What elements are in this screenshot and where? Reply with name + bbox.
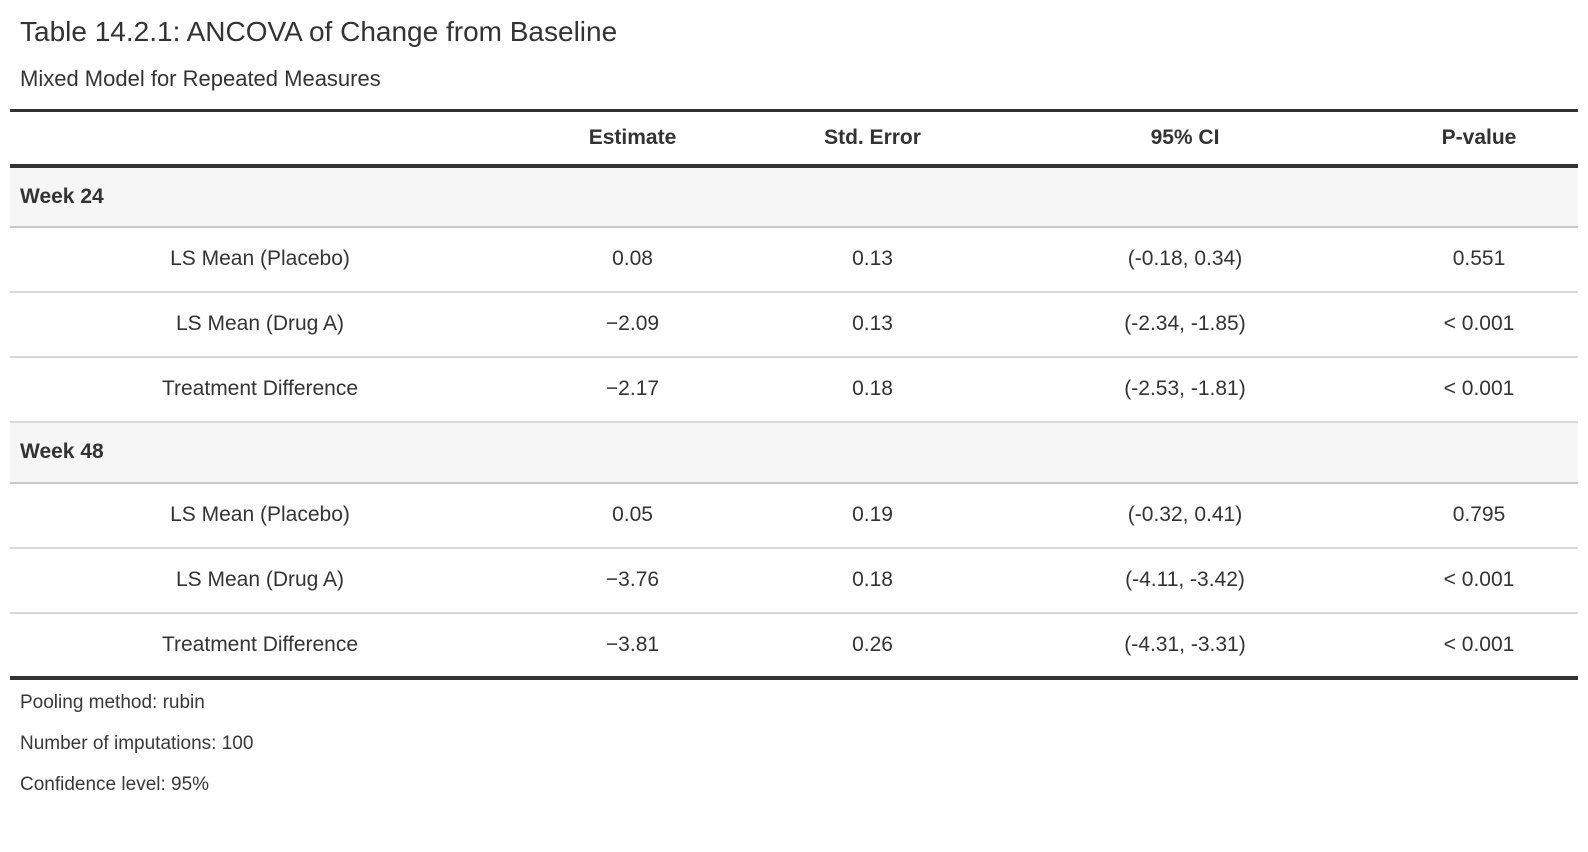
row-label: LS Mean (Placebo) bbox=[10, 482, 510, 549]
table-row: LS Mean (Placebo) 0.05 0.19 (-0.32, 0.41… bbox=[10, 482, 1578, 549]
p-value-cell: < 0.001 bbox=[1380, 547, 1578, 614]
results-table: Estimate Std. Error 95% CI P-value Week … bbox=[10, 109, 1578, 680]
page-subtitle: Mixed Model for Repeated Measures bbox=[20, 66, 381, 91]
std-error-cell: 0.13 bbox=[755, 226, 990, 293]
row-group-week-48: Week 48 bbox=[10, 420, 1578, 484]
std-error-cell: 0.13 bbox=[755, 291, 990, 358]
column-header-ci: 95% CI bbox=[990, 110, 1380, 168]
ci-cell: (-0.18, 0.34) bbox=[990, 226, 1380, 293]
table-footnotes: Pooling method: rubin Number of imputati… bbox=[20, 693, 1578, 836]
estimate-cell: −3.76 bbox=[510, 547, 755, 614]
ci-cell: (-2.34, -1.85) bbox=[990, 291, 1380, 358]
table-row: Treatment Difference −2.17 0.18 (-2.53, … bbox=[10, 356, 1578, 423]
p-value-cell: 0.551 bbox=[1380, 226, 1578, 293]
row-group-label: Week 24 bbox=[10, 165, 1578, 228]
estimate-cell: −3.81 bbox=[510, 612, 755, 678]
row-label: LS Mean (Drug A) bbox=[10, 547, 510, 614]
table-row: LS Mean (Drug A) −3.76 0.18 (-4.11, -3.4… bbox=[10, 547, 1578, 614]
row-label: LS Mean (Drug A) bbox=[10, 291, 510, 358]
column-header-estimate: Estimate bbox=[510, 110, 755, 168]
p-value-cell: < 0.001 bbox=[1380, 612, 1578, 678]
estimate-cell: −2.09 bbox=[510, 291, 755, 358]
ci-cell: (-4.11, -3.42) bbox=[990, 547, 1380, 614]
page: Table 14.2.1: ANCOVA of Change from Base… bbox=[0, 14, 1588, 852]
p-value-cell: 0.795 bbox=[1380, 482, 1578, 549]
footnote-pooling-method: Pooling method: rubin bbox=[20, 691, 205, 713]
row-label: LS Mean (Placebo) bbox=[10, 226, 510, 293]
table-row: Treatment Difference −3.81 0.26 (-4.31, … bbox=[10, 612, 1578, 678]
table-row: LS Mean (Placebo) 0.08 0.13 (-0.18, 0.34… bbox=[10, 226, 1578, 293]
estimate-cell: 0.05 bbox=[510, 482, 755, 549]
footnote-imputations: Number of imputations: 100 bbox=[20, 732, 254, 754]
ci-cell: (-2.53, -1.81) bbox=[990, 356, 1380, 423]
column-header-std-error: Std. Error bbox=[755, 110, 990, 168]
std-error-cell: 0.26 bbox=[755, 612, 990, 678]
estimate-cell: −2.17 bbox=[510, 356, 755, 423]
page-title: Table 14.2.1: ANCOVA of Change from Base… bbox=[20, 16, 618, 47]
column-header-p-value: P-value bbox=[1380, 110, 1578, 168]
estimate-cell: 0.08 bbox=[510, 226, 755, 293]
table-row: LS Mean (Drug A) −2.09 0.13 (-2.34, -1.8… bbox=[10, 291, 1578, 358]
column-header-stub bbox=[10, 110, 510, 168]
p-value-cell: < 0.001 bbox=[1380, 291, 1578, 358]
std-error-cell: 0.19 bbox=[755, 482, 990, 549]
table-body: Week 24 LS Mean (Placebo) 0.08 0.13 (-0.… bbox=[10, 165, 1578, 678]
ci-cell: (-0.32, 0.41) bbox=[990, 482, 1380, 549]
row-group-label: Week 48 bbox=[10, 420, 1578, 484]
row-group-week-24: Week 24 bbox=[10, 165, 1578, 228]
footnote-confidence-level: Confidence level: 95% bbox=[20, 773, 210, 795]
row-label: Treatment Difference bbox=[10, 612, 510, 678]
ci-cell: (-4.31, -3.31) bbox=[990, 612, 1380, 678]
std-error-cell: 0.18 bbox=[755, 547, 990, 614]
std-error-cell: 0.18 bbox=[755, 356, 990, 423]
table-header: Estimate Std. Error 95% CI P-value bbox=[10, 110, 1578, 168]
header-row: Estimate Std. Error 95% CI P-value bbox=[10, 110, 1578, 168]
row-label: Treatment Difference bbox=[10, 356, 510, 423]
p-value-cell: < 0.001 bbox=[1380, 356, 1578, 423]
